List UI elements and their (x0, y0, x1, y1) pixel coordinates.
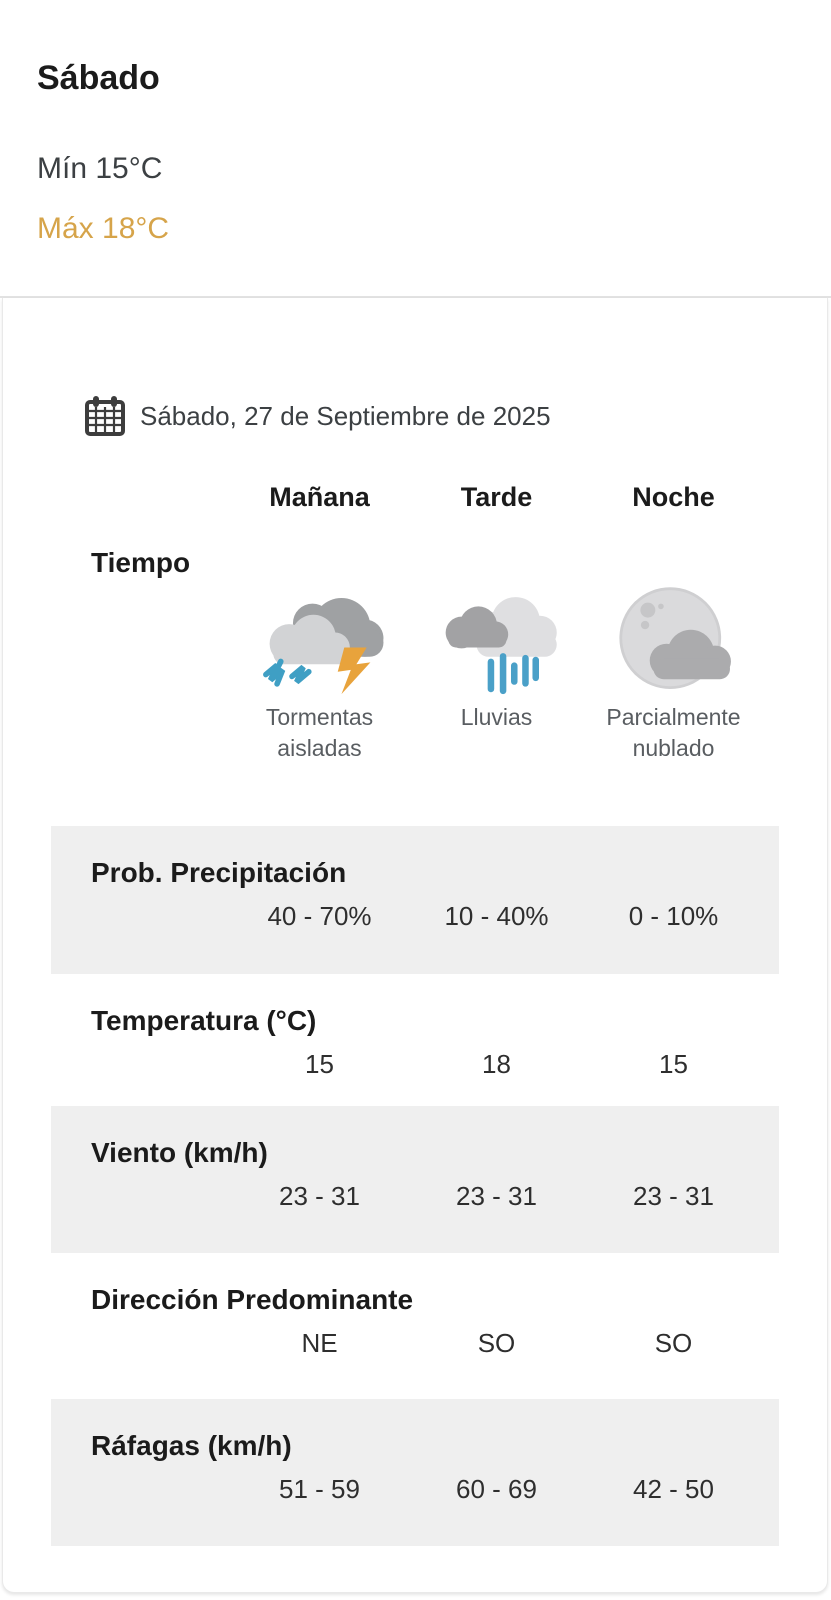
forecast-card: Sábado, 27 de Septiembre de 2025 Mañana … (2, 298, 828, 1593)
direccion-manana: NE (301, 1328, 338, 1358)
row-label-rafagas: Ráfagas (km/h) (91, 1430, 292, 1461)
temperatura-noche: 15 (659, 1049, 688, 1079)
condition-label-tarde: Lluvias (460, 704, 533, 730)
min-temp: Mín 15°C (37, 152, 163, 185)
viento-manana: 23 - 31 (279, 1181, 360, 1211)
weather-cell-manana: Tormentas aisladas (231, 584, 408, 764)
column-header-noche: Noche (632, 482, 715, 512)
column-header-manana: Mañana (269, 482, 370, 512)
temperatura-tarde: 18 (482, 1049, 511, 1079)
precipitacion-noche: 0 - 10% (628, 901, 719, 931)
partly-cloudy-night-icon (618, 587, 731, 689)
row-temperatura: Temperatura (°C) 15 18 15 (51, 974, 779, 1106)
max-temp: Máx 18°C (37, 212, 170, 245)
row-label-precipitacion: Prob. Precipitación (91, 857, 347, 888)
column-header-tarde: Tarde (460, 482, 533, 512)
temperatura-manana: 15 (305, 1049, 334, 1079)
condition-label-manana: Tormentas aisladas (265, 704, 374, 761)
precipitacion-tarde: 10 - 40% (444, 901, 549, 931)
direccion-tarde: SO (477, 1328, 516, 1358)
row-label-tiempo: Tiempo (91, 547, 191, 578)
row-viento: Viento (km/h) 23 - 31 23 - 31 23 - 31 (51, 1106, 779, 1253)
row-label-direccion: Dirección Predominante (91, 1284, 414, 1315)
row-label-temperatura: Temperatura (°C) (91, 1005, 317, 1036)
row-label-viento: Viento (km/h) (91, 1137, 268, 1168)
column-headers: Mañana Tarde Noche (3, 480, 827, 514)
row-rafagas: Ráfagas (km/h) 51 - 59 60 - 69 42 - 50 (51, 1399, 779, 1546)
row-precipitacion: Prob. Precipitación 40 - 70% 10 - 40% 0 … (51, 826, 779, 974)
day-summary[interactable]: Sábado Mín 15°C Máx 18°C (0, 0, 831, 245)
date-row: Sábado, 27 de Septiembre de 2025 (3, 298, 827, 438)
rain-icon (445, 597, 557, 695)
rafagas-noche: 42 - 50 (633, 1474, 714, 1504)
rafagas-tarde: 60 - 69 (456, 1474, 537, 1504)
direccion-noche: SO (654, 1328, 693, 1358)
weather-icons-row: Tormentas aisladas (3, 584, 827, 764)
weather-cell-noche: Parcialmente nublado (585, 584, 762, 764)
viento-tarde: 23 - 31 (456, 1181, 537, 1211)
day-title: Sábado (37, 59, 160, 97)
calendar-icon (85, 396, 125, 436)
condition-label-noche: Parcialmente nublado (606, 704, 741, 761)
rafagas-manana: 51 - 59 (279, 1474, 360, 1504)
row-direccion: Dirección Predominante NE SO SO (51, 1253, 779, 1399)
date-text: Sábado, 27 de Septiembre de 2025 (140, 400, 551, 431)
precipitacion-manana: 40 - 70% (267, 901, 372, 931)
weather-cell-tarde: Lluvias (408, 584, 585, 733)
thunderstorm-icon (262, 598, 383, 695)
section-divider (0, 296, 831, 298)
viento-noche: 23 - 31 (633, 1181, 714, 1211)
